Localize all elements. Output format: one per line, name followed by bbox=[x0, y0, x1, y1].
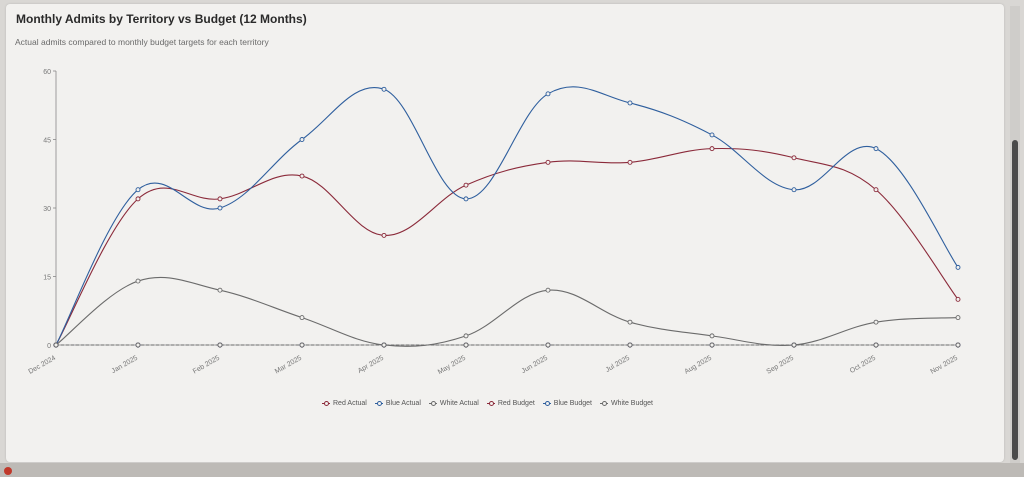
x-tick-label: Jul 2025 bbox=[605, 355, 632, 374]
data-point-white-budget bbox=[463, 342, 469, 348]
data-point-red-actual bbox=[873, 187, 879, 193]
x-tick-label: Nov 2025 bbox=[930, 355, 960, 376]
data-point-red-actual bbox=[217, 196, 223, 202]
data-point-blue-actual bbox=[381, 86, 387, 92]
data-point-white-budget bbox=[381, 342, 387, 348]
legend-label: Blue Actual bbox=[385, 400, 421, 407]
legend-label: Red Budget bbox=[497, 400, 535, 407]
data-point-red-actual bbox=[955, 296, 961, 302]
data-point-blue-actual bbox=[873, 146, 879, 152]
data-point-white-budget bbox=[955, 342, 961, 348]
data-point-white-actual bbox=[299, 315, 305, 321]
series-line-white-actual bbox=[55, 276, 959, 347]
scrollbar-thumb[interactable] bbox=[1012, 140, 1018, 460]
legend-item-red-budget[interactable]: Red Budget bbox=[486, 400, 535, 407]
legend-item-blue-actual[interactable]: Blue Actual bbox=[374, 400, 421, 407]
data-point-white-actual bbox=[217, 287, 223, 293]
data-point-white-budget bbox=[545, 342, 551, 348]
legend-label: White Actual bbox=[439, 400, 479, 407]
data-point-white-actual bbox=[627, 319, 633, 325]
x-tick-label: Apr 2025 bbox=[357, 355, 385, 375]
x-tick-label: Jun 2025 bbox=[521, 355, 550, 376]
legend-label: Blue Budget bbox=[553, 400, 592, 407]
legend-item-white-budget[interactable]: White Budget bbox=[599, 400, 653, 407]
data-point-white-budget bbox=[299, 342, 305, 348]
data-point-red-actual bbox=[545, 159, 551, 165]
data-point-red-actual bbox=[791, 155, 797, 161]
line-chart: 0 15 30 45 60 Dec 2024 Jan 2025 Feb 2025 Mar 202… bbox=[28, 69, 961, 376]
data-point-red-actual bbox=[135, 196, 141, 202]
legend-item-red-actual[interactable]: Red Actual bbox=[322, 400, 367, 407]
legend-label: Red Actual bbox=[333, 400, 367, 407]
data-point-red-actual bbox=[709, 146, 715, 152]
data-point-white-budget bbox=[135, 342, 141, 348]
legend-swatch-icon bbox=[486, 401, 495, 406]
data-point-red-actual bbox=[463, 182, 469, 188]
x-tick-label: Sep 2025 bbox=[766, 355, 796, 376]
legend-swatch-icon bbox=[322, 401, 330, 406]
status-indicator-icon bbox=[4, 467, 12, 475]
data-point-red-actual bbox=[627, 159, 633, 165]
data-point-blue-actual bbox=[791, 187, 797, 193]
y-tick-label: 15 bbox=[43, 275, 51, 282]
legend-swatch-icon bbox=[599, 401, 608, 406]
legend-swatch-icon bbox=[542, 401, 551, 406]
legend-item-white-actual[interactable]: White Actual bbox=[428, 400, 479, 407]
y-tick-label: 0 bbox=[47, 343, 51, 350]
bottom-status-bar bbox=[0, 463, 1024, 477]
x-tick-label: May 2025 bbox=[437, 355, 467, 376]
legend-item-blue-budget[interactable]: Blue Budget bbox=[542, 400, 592, 407]
data-point-blue-actual bbox=[135, 187, 141, 193]
chart-title: Monthly Admits by Territory vs Budget (1… bbox=[16, 12, 307, 26]
data-point-white-actual bbox=[873, 319, 879, 325]
x-tick-label: Feb 2025 bbox=[192, 355, 221, 376]
data-point-blue-actual bbox=[217, 205, 223, 211]
x-tick-label: Oct 2025 bbox=[849, 355, 877, 375]
data-point-blue-actual bbox=[545, 91, 551, 97]
data-point-white-budget bbox=[627, 342, 633, 348]
data-point-white-actual bbox=[955, 315, 961, 321]
y-tick-label: 60 bbox=[43, 69, 51, 76]
data-point-blue-actual bbox=[299, 137, 305, 142]
y-tick-label: 30 bbox=[43, 206, 51, 213]
data-point-blue-actual bbox=[709, 132, 715, 138]
series-line-red-actual bbox=[55, 147, 959, 346]
x-tick-label: Jan 2025 bbox=[111, 355, 140, 376]
legend-label: White Budget bbox=[610, 400, 653, 407]
data-point-white-actual bbox=[545, 287, 551, 293]
data-point-white-budget bbox=[873, 342, 879, 348]
data-point-white-actual bbox=[463, 333, 469, 339]
legend-swatch-icon bbox=[428, 401, 437, 406]
chart-card bbox=[6, 4, 1004, 462]
data-point-red-actual bbox=[381, 232, 387, 238]
x-tick-label: Aug 2025 bbox=[684, 355, 714, 376]
legend-swatch-icon bbox=[374, 401, 383, 406]
data-point-white-budget bbox=[53, 342, 59, 348]
y-tick-label: 45 bbox=[43, 138, 51, 145]
chart-subtitle: Actual admits compared to monthly budget… bbox=[15, 37, 269, 47]
x-tick-label: Dec 2024 bbox=[28, 355, 58, 376]
data-point-blue-actual bbox=[463, 196, 469, 202]
data-point-blue-actual bbox=[627, 100, 633, 106]
data-point-white-budget bbox=[791, 342, 797, 348]
data-point-white-actual bbox=[709, 333, 715, 339]
data-point-red-actual bbox=[299, 173, 305, 179]
series-line-blue-actual bbox=[55, 86, 959, 346]
data-point-white-actual bbox=[135, 278, 141, 284]
data-point-white-budget bbox=[709, 342, 715, 348]
x-tick-label: Mar 2025 bbox=[274, 355, 303, 376]
chart-legend: Red Actual Blue Actual White Actual Red Bud… bbox=[322, 400, 653, 407]
data-point-white-budget bbox=[217, 342, 223, 348]
data-point-blue-actual bbox=[955, 264, 961, 270]
